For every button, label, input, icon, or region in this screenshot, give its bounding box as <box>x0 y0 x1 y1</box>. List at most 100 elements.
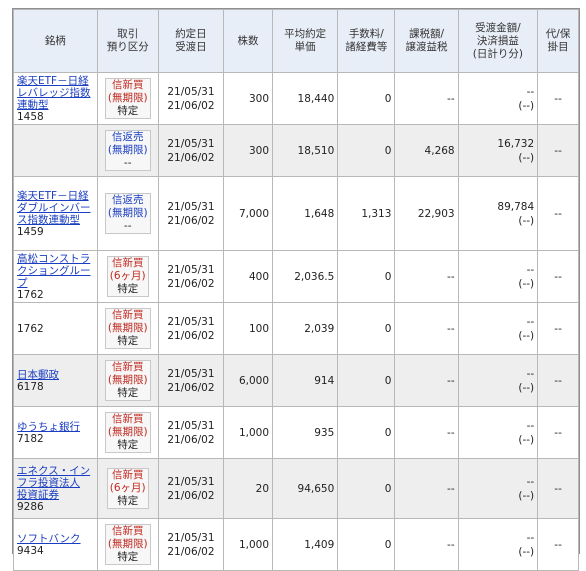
account-type: 特定 <box>117 495 139 507</box>
account-type: 特定 <box>117 387 139 399</box>
cell-proxy: -- <box>537 250 579 303</box>
cell-name: 高松コンストラクショングループ 1762 <box>13 250 98 303</box>
cell-price: 94,650 <box>272 458 339 519</box>
stock-code: 9286 <box>17 500 44 513</box>
cell-proxy: -- <box>537 458 579 519</box>
table-row: エネクス・インフラ投資法人 投資証券 9286 信新買 (6ヶ月) 特定 21/05/31… <box>13 458 579 519</box>
cell-price: 1,648 <box>272 176 339 251</box>
cell-tax: -- <box>394 354 459 407</box>
kind-badge: 信新買 (6ヶ月) 特定 <box>106 468 149 509</box>
cell-kind: 信新買 (6ヶ月) 特定 <box>96 250 159 303</box>
trade-type: 信新買 <box>111 361 144 373</box>
cell-kind: 信新買 (無期限) 特定 <box>96 406 159 459</box>
stock-name-link[interactable]: ソフトバンク <box>17 532 81 545</box>
kind-badge: 信返売 (無期限) -- <box>104 193 151 234</box>
cell-name: ソフトバンク 9434 <box>13 518 98 571</box>
table-row: 日本郵政 6178 信新買 (無期限) 特定 21/05/31 21/06/02 6,000 9… <box>13 354 579 407</box>
trade-date: 21/05/31 <box>167 263 215 276</box>
kind-badge: 信新買 (無期限) 特定 <box>104 78 151 119</box>
term-type: (無期限) <box>107 538 148 550</box>
term-type: (6ヶ月) <box>109 482 146 494</box>
day-trade-pnl: (--) <box>518 489 535 502</box>
cell-kind: 信新買 (無期限) 特定 <box>96 354 159 407</box>
trade-type: 信新買 <box>111 413 144 425</box>
cell-name: ゆうちょ銀行 7182 <box>13 406 98 459</box>
account-type: -- <box>123 157 132 169</box>
cell-proxy: -- <box>537 124 579 177</box>
cell-tax: -- <box>394 458 459 519</box>
header-kind: 取引 預り区分 <box>96 9 159 73</box>
settle-amount: -- <box>526 475 535 488</box>
kind-badge: 信新買 (無期限) 特定 <box>104 308 151 349</box>
table-row: 楽天ETF－日経レバレッジ指数連動型 1458 信新買 (無期限) 特定 21/05/31… <box>13 72 579 125</box>
cell-price: 18,440 <box>272 72 339 125</box>
trade-history-panel: 銘柄 取引 預り区分 約定日 受渡日 株数 平均約定 単価 手数料/諸経費等 課税額/… <box>12 8 580 571</box>
cell-tax: -- <box>394 250 459 303</box>
cell-proxy: -- <box>537 518 579 571</box>
trade-type: 信新買 <box>111 257 144 269</box>
table-row: 1762 信新買 (無期限) 特定 21/05/31 21/06/02 100 2,039 0-… <box>13 302 579 355</box>
settle-amount: -- <box>526 419 535 432</box>
stock-name-link[interactable]: 楽天ETF－日経ダブルインバース指数連動型 <box>17 189 91 226</box>
delivery-date: 21/06/02 <box>167 151 215 164</box>
cell-proxy: -- <box>537 354 579 407</box>
term-type: (無期限) <box>107 426 148 438</box>
settle-amount: 16,732 <box>497 137 535 150</box>
cell-qty: 1,000 <box>223 406 274 459</box>
stock-code: 6178 <box>17 380 44 393</box>
cell-qty: 300 <box>223 72 274 125</box>
cell-fee: 0 <box>337 124 396 177</box>
header-qty: 株数 <box>223 9 274 73</box>
cell-settle: 16,732 (--) <box>457 124 539 177</box>
term-type: (6ヶ月) <box>109 270 146 282</box>
cell-dates: 21/05/31 21/06/02 <box>157 72 225 125</box>
cell-dates: 21/05/31 21/06/02 <box>157 176 225 251</box>
delivery-date: 21/06/02 <box>167 329 215 342</box>
cell-tax: 22,903 <box>394 176 459 251</box>
term-type: (無期限) <box>107 144 148 156</box>
account-type: 特定 <box>117 335 139 347</box>
delivery-date: 21/06/02 <box>167 433 215 446</box>
cell-settle: -- (--) <box>457 302 539 355</box>
account-type: 特定 <box>117 283 139 295</box>
stock-name-link[interactable]: 高松コンストラクショングループ <box>17 252 91 289</box>
trade-date: 21/05/31 <box>167 200 215 213</box>
cell-name: エネクス・インフラ投資法人 投資証券 9286 <box>13 458 98 519</box>
cell-tax: -- <box>394 406 459 459</box>
settle-amount: -- <box>526 263 535 276</box>
cell-price: 1,409 <box>272 518 339 571</box>
cell-name: 1762 <box>13 302 98 355</box>
cell-settle: -- (--) <box>457 354 539 407</box>
stock-name-link[interactable]: 日本郵政 <box>17 368 59 381</box>
cell-fee: 0 <box>337 302 396 355</box>
cell-qty: 6,000 <box>223 354 274 407</box>
kind-badge: 信返売 (無期限) -- <box>104 130 151 171</box>
stock-name-link[interactable]: エネクス・インフラ投資法人 投資証券 <box>17 464 91 501</box>
cell-fee: 1,313 <box>337 176 396 251</box>
cell-tax: -- <box>394 72 459 125</box>
cell-dates: 21/05/31 21/06/02 <box>157 302 225 355</box>
trade-date: 21/05/31 <box>167 137 215 150</box>
day-trade-pnl: (--) <box>518 545 535 558</box>
term-type: (無期限) <box>107 207 148 219</box>
trade-type: 信新買 <box>111 469 144 481</box>
cell-proxy: -- <box>537 72 579 125</box>
stock-name-link[interactable]: 楽天ETF－日経レバレッジ指数連動型 <box>17 74 91 111</box>
cell-fee: 0 <box>337 250 396 303</box>
settle-amount: -- <box>526 85 535 98</box>
cell-kind: 信新買 (無期限) 特定 <box>96 518 159 571</box>
cell-kind: 信返売 (無期限) -- <box>96 124 159 177</box>
cell-dates: 21/05/31 21/06/02 <box>157 518 225 571</box>
stock-name-link[interactable]: ゆうちょ銀行 <box>17 420 80 433</box>
cell-fee: 0 <box>337 458 396 519</box>
trade-type: 信新買 <box>111 525 144 537</box>
trade-date: 21/05/31 <box>167 85 215 98</box>
cell-dates: 21/05/31 21/06/02 <box>157 124 225 177</box>
cell-proxy: -- <box>537 302 579 355</box>
delivery-date: 21/06/02 <box>167 214 215 227</box>
stock-code: 1458 <box>17 110 44 123</box>
trade-date: 21/05/31 <box>167 475 215 488</box>
cell-proxy: -- <box>537 176 579 251</box>
day-trade-pnl: (--) <box>518 329 535 342</box>
term-type: (無期限) <box>107 92 148 104</box>
